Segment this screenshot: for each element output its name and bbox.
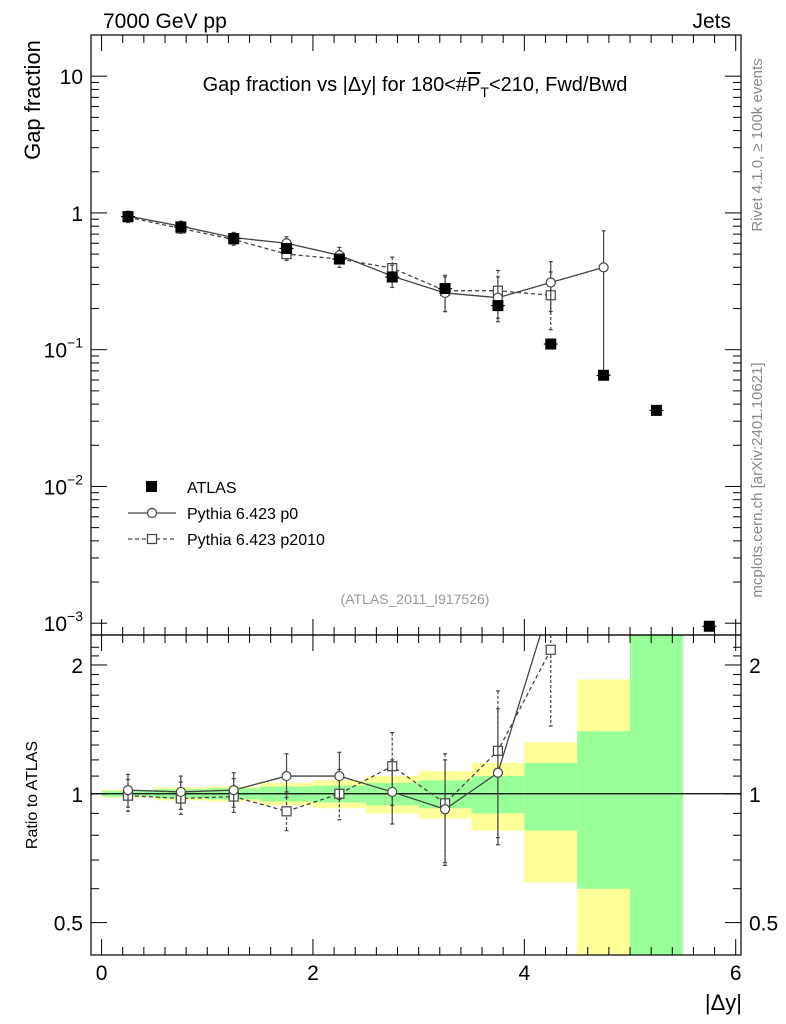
atlas-point: [386, 271, 398, 283]
legend-atlas-marker: [146, 481, 157, 492]
ratio-panel-content: [122, 635, 556, 867]
ratio-p0-point: [175, 786, 186, 798]
x-tick-label: 6: [730, 962, 742, 985]
atlas-point: [598, 369, 610, 381]
p0-point: [545, 277, 556, 288]
atlas-point: [281, 242, 293, 254]
ratio-p0-point: [334, 770, 345, 782]
ratio-p2010-point: [281, 806, 292, 817]
rivet-version-label: Rivet 4.1.0, ≥ 100k events: [749, 58, 766, 231]
ratio-p0-point: [122, 785, 134, 796]
ratio-p2010-point: [545, 644, 556, 655]
band-inner-bin: [577, 731, 631, 889]
ratio-p0-point: [439, 804, 451, 815]
legend: ATLAS Pythia 6.423 p0 Pythia 6.423 p2010: [128, 480, 325, 549]
header-right: Jets: [692, 10, 731, 33]
atlas-point: [545, 338, 557, 350]
mcplots-label: mcplots.cern.ch [arXiv:2401.10621]: [749, 362, 766, 597]
atlas-point: [333, 253, 345, 265]
y-tick-label: 10−2: [44, 471, 84, 499]
x-tick-label: 2: [307, 962, 319, 985]
p0-point: [598, 262, 609, 273]
atlas-point: [703, 620, 715, 632]
ratio-y-tick-label: 0.5: [749, 913, 778, 936]
ratio-uncertainty-bands: [91, 635, 741, 955]
ratio-y-tick-label: 2: [749, 655, 761, 678]
atlas-point: [492, 300, 504, 312]
ratio-y-tick-label: 1: [71, 784, 83, 807]
x-tick-label: 4: [518, 962, 530, 985]
band-inner-bin: [524, 763, 578, 831]
y-tick-label: 10−3: [44, 608, 84, 636]
x-tick-label: 0: [96, 962, 108, 985]
ratio-p0-point: [492, 767, 504, 778]
analysis-tag: (ATLAS_2011_I917526): [341, 591, 490, 607]
ratio-y-axis-label: Ratio to ATLAS: [24, 741, 41, 849]
atlas-point: [175, 221, 187, 233]
y-tick-label: 10: [60, 66, 83, 89]
ratio-y-tick-label: 2: [71, 655, 83, 678]
main-y-axis-label: Gap fraction: [20, 40, 45, 160]
legend-p2010-marker: [146, 533, 158, 545]
ratio-p0-point: [228, 785, 239, 796]
legend-p0-label: Pythia 6.423 p0: [187, 506, 298, 523]
atlas-point: [650, 404, 662, 416]
ratio-y-tick-label: 1: [749, 784, 761, 807]
legend-p2010-label: Pythia 6.423 p2010: [187, 532, 325, 549]
p2010-line: [127, 216, 551, 296]
p0-line: [127, 215, 604, 299]
ratio-panel-frame: [90, 634, 742, 956]
ratio-y-axis: 0.5 0.5 1 1 2 2: [54, 646, 778, 936]
atlas-point: [122, 211, 134, 223]
x-axis: 0 2 4 6: [96, 35, 742, 985]
main-y-axis: 10 1 10−1 10−2 10−3: [44, 34, 741, 636]
ratio-p2010-line: [127, 649, 552, 812]
y-tick-label: 10−1: [44, 335, 84, 363]
atlas-point: [439, 283, 451, 295]
band-inner-bin: [630, 635, 683, 955]
y-tick-label: 1: [71, 203, 83, 226]
legend-p0-marker: [146, 507, 158, 519]
ratio-p0-line: [127, 635, 542, 810]
legend-atlas-label: ATLAS: [187, 480, 237, 497]
ratio-p0-point: [281, 770, 292, 782]
header-left: 7000 GeV pp: [103, 10, 227, 33]
ratio-y-tick-label: 0.5: [54, 913, 83, 936]
atlas-point: [228, 233, 240, 245]
chart-title: Gap fraction vs |Δy| for 180<#PT<210, Fw…: [203, 74, 628, 100]
main-panel-content: [120, 210, 717, 632]
x-axis-label: |Δy|: [705, 990, 742, 1015]
ratio-p0-point: [387, 786, 398, 798]
